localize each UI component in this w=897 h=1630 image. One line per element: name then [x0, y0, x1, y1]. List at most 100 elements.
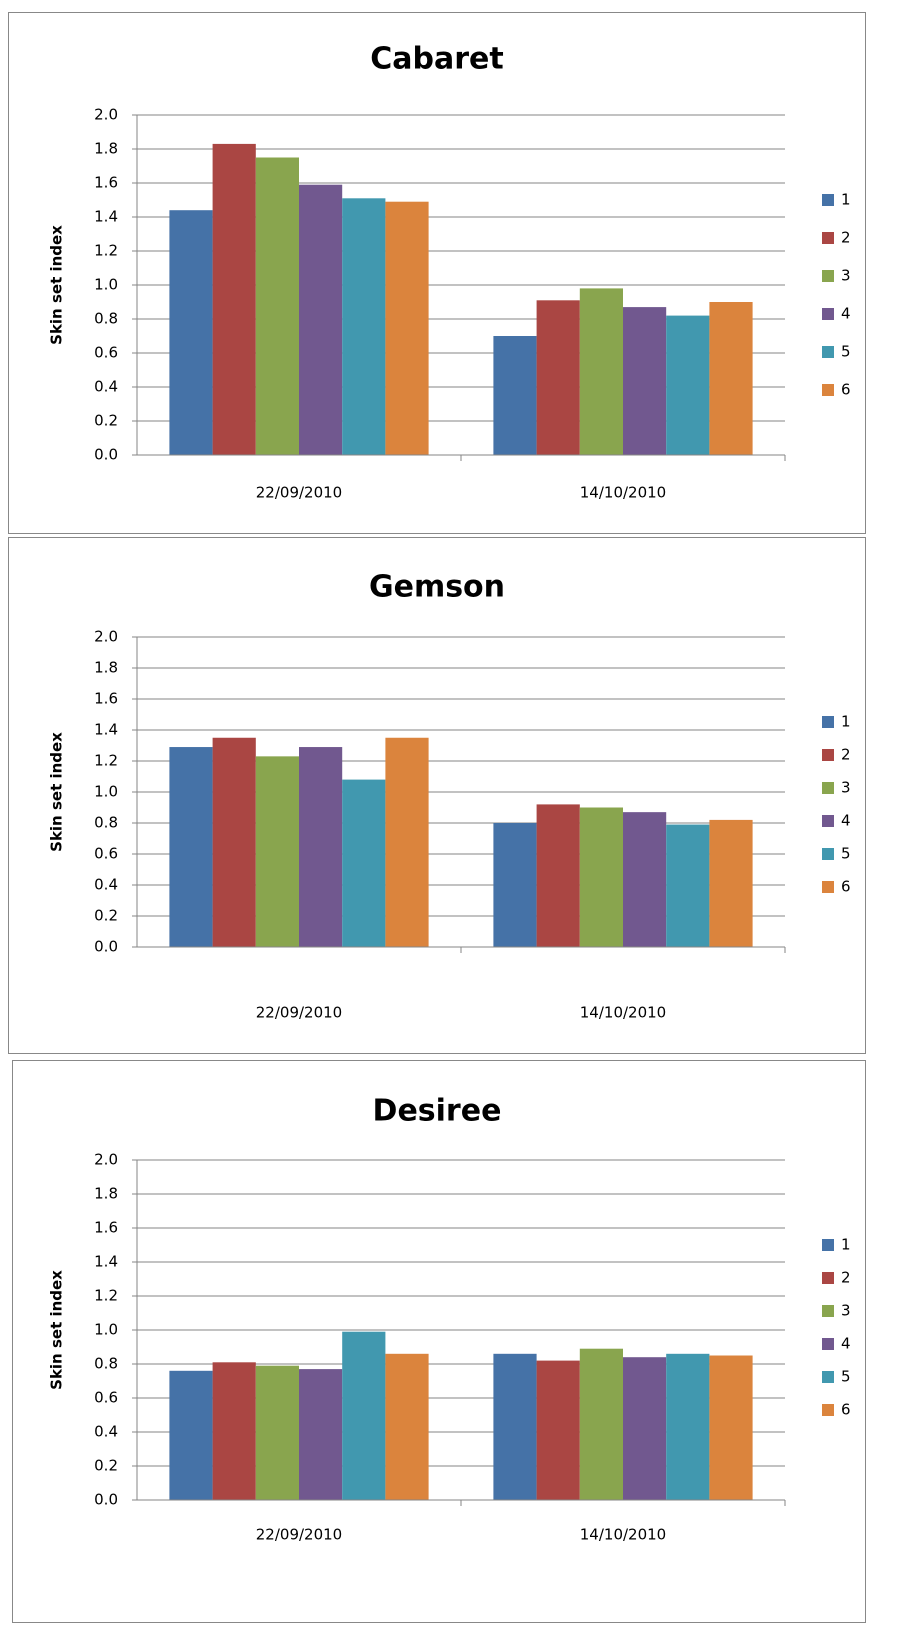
- x-tick-label: 14/10/2010: [580, 1004, 666, 1022]
- legend-swatch: [822, 848, 834, 860]
- legend-label: 6: [841, 1401, 851, 1419]
- bar: [536, 804, 580, 947]
- y-tick-label: 0.8: [94, 310, 118, 328]
- x-tick-label: 22/09/2010: [256, 484, 342, 502]
- legend-label: 5: [841, 1368, 851, 1386]
- bar: [579, 288, 623, 455]
- y-tick-label: 0.2: [94, 907, 118, 925]
- y-tick-label: 1.2: [94, 752, 118, 770]
- y-tick-label: 0.0: [94, 446, 118, 464]
- bar: [493, 1353, 537, 1500]
- bar: [536, 300, 580, 455]
- bar: [493, 823, 537, 947]
- legend-label: 2: [841, 229, 851, 247]
- panel-border: [8, 12, 866, 534]
- bar: [212, 143, 256, 455]
- legend-label: 1: [841, 713, 851, 731]
- y-tick-label: 1.0: [94, 276, 118, 294]
- bar: [385, 201, 429, 455]
- legend-swatch: [822, 232, 834, 244]
- y-tick-label: 1.6: [94, 1219, 118, 1237]
- legend-swatch: [822, 384, 834, 396]
- bar: [255, 1365, 299, 1500]
- legend-label: 4: [841, 812, 851, 830]
- y-tick-label: 1.4: [94, 1253, 118, 1271]
- legend-swatch: [822, 1272, 834, 1284]
- chart-title: Gemson: [369, 570, 505, 605]
- x-tick-label: 14/10/2010: [580, 484, 666, 502]
- legend-swatch: [822, 1338, 834, 1350]
- y-tick-label: 0.0: [94, 938, 118, 956]
- panel-border: [12, 1060, 866, 1623]
- x-tick-label: 14/10/2010: [580, 1526, 666, 1544]
- bar: [579, 807, 623, 947]
- y-tick-label: 0.8: [94, 1355, 118, 1373]
- bar: [212, 1362, 256, 1500]
- y-tick-label: 0.8: [94, 814, 118, 832]
- bar: [299, 747, 343, 947]
- legend-label: 6: [841, 878, 851, 896]
- legend-swatch: [822, 270, 834, 282]
- x-tick-label: 22/09/2010: [256, 1526, 342, 1544]
- y-tick-label: 1.2: [94, 242, 118, 260]
- bar: [666, 824, 710, 947]
- bar: [536, 1360, 580, 1500]
- y-tick-label: 1.8: [94, 659, 118, 677]
- legend-swatch: [822, 194, 834, 206]
- legend-swatch: [822, 1404, 834, 1416]
- legend-label: 3: [841, 779, 851, 797]
- bar: [169, 747, 213, 947]
- legend-label: 2: [841, 746, 851, 764]
- bar: [579, 1348, 623, 1500]
- bar: [342, 1331, 386, 1500]
- y-tick-label: 0.0: [94, 1491, 118, 1509]
- y-tick-label: 0.2: [94, 412, 118, 430]
- panel-border: [8, 537, 866, 1054]
- y-axis-title: Skin set index: [48, 1270, 66, 1390]
- bar: [623, 307, 667, 455]
- x-tick-label: 22/09/2010: [256, 1004, 342, 1022]
- bar: [342, 779, 386, 947]
- legend-label: 5: [841, 845, 851, 863]
- y-tick-label: 0.4: [94, 1423, 118, 1441]
- legend-swatch: [822, 749, 834, 761]
- chart-title: Cabaret: [370, 42, 503, 77]
- bar: [709, 1355, 753, 1500]
- bar: [623, 1357, 667, 1500]
- chart-title: Desiree: [373, 1094, 502, 1129]
- legend-swatch: [822, 308, 834, 320]
- legend-swatch: [822, 1305, 834, 1317]
- legend-swatch: [822, 782, 834, 794]
- bar: [212, 737, 256, 947]
- bar: [493, 336, 537, 455]
- legend-label: 1: [841, 191, 851, 209]
- legend-label: 5: [841, 343, 851, 361]
- legend-label: 2: [841, 1269, 851, 1287]
- legend-label: 4: [841, 305, 851, 323]
- legend-swatch: [822, 716, 834, 728]
- y-tick-label: 2.0: [94, 106, 118, 124]
- legend-swatch: [822, 346, 834, 358]
- bar: [666, 315, 710, 455]
- y-axis-title: Skin set index: [48, 732, 66, 852]
- legend-swatch: [822, 815, 834, 827]
- bar: [169, 1370, 213, 1500]
- y-tick-label: 1.0: [94, 1321, 118, 1339]
- legend-swatch: [822, 881, 834, 893]
- y-tick-label: 1.8: [94, 140, 118, 158]
- legend-label: 3: [841, 267, 851, 285]
- bar: [709, 819, 753, 947]
- y-tick-label: 1.8: [94, 1185, 118, 1203]
- y-tick-label: 1.6: [94, 690, 118, 708]
- y-tick-label: 0.6: [94, 845, 118, 863]
- legend-label: 3: [841, 1302, 851, 1320]
- y-tick-label: 0.4: [94, 876, 118, 894]
- bar: [299, 184, 343, 455]
- y-tick-label: 1.2: [94, 1287, 118, 1305]
- legend-label: 4: [841, 1335, 851, 1353]
- legend-swatch: [822, 1239, 834, 1251]
- bar: [299, 1369, 343, 1500]
- bar: [709, 302, 753, 455]
- y-axis-title: Skin set index: [48, 225, 66, 345]
- y-tick-label: 0.2: [94, 1457, 118, 1475]
